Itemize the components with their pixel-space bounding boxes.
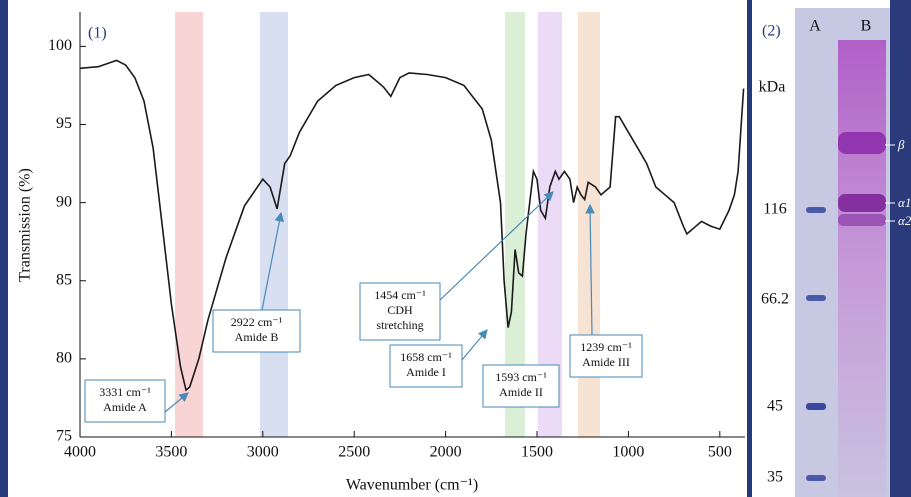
annotation-text: stretching (376, 318, 423, 332)
x-tick-label: 1000 (612, 444, 644, 461)
x-tick-label: 2500 (338, 444, 370, 461)
y-tick-label: 95 (56, 115, 72, 132)
x-tick-label: 4000 (64, 444, 96, 461)
band (175, 12, 203, 437)
gel-panel-label: (2) (762, 23, 781, 40)
annotation-text: 1239 cm⁻¹ (580, 340, 632, 354)
marker-label: 45 (767, 398, 783, 415)
x-tick-label: 500 (708, 444, 732, 461)
annotation-text: 3331 cm⁻¹ (99, 385, 151, 399)
marker-label: 35 (767, 469, 783, 486)
gel-band (838, 132, 886, 154)
marker-label: 66.2 (761, 291, 789, 308)
marker-label: 116 (763, 201, 786, 218)
lane-label: B (861, 18, 872, 35)
annotation-text: Amide III (582, 355, 630, 369)
annotation-text: Amide I (406, 365, 446, 379)
annotation-text: Amide II (499, 385, 543, 399)
band-label: α2 (898, 213, 911, 228)
annotation-text: CDH (387, 303, 413, 317)
x-tick-label: 3000 (247, 444, 279, 461)
gel-band (838, 194, 886, 212)
y-tick-label: 90 (56, 193, 72, 210)
y-tick-label: 80 (56, 350, 72, 367)
gel-band (838, 214, 886, 226)
gel-band (806, 207, 826, 213)
lane-label: A (809, 18, 821, 35)
annotation-arrow (440, 192, 553, 300)
annotation-text: Amide B (235, 330, 279, 344)
annotation-text: Amide A (103, 400, 147, 414)
annotation-text: 1658 cm⁻¹ (400, 350, 452, 364)
y-tick-label: 75 (56, 428, 72, 445)
annotation-text: 1454 cm⁻¹ (374, 288, 426, 302)
panel-label: (1) (88, 25, 107, 42)
gel-band (806, 295, 826, 301)
x-tick-label: 2000 (430, 444, 462, 461)
band (260, 12, 288, 437)
x-tick-label: 3500 (155, 444, 187, 461)
band-label: α1 (898, 195, 911, 210)
annotation-text: 2922 cm⁻¹ (231, 315, 283, 329)
border-strip (890, 0, 911, 497)
annotation-text: 1593 cm⁻¹ (495, 370, 547, 384)
border-strip (747, 0, 752, 497)
annotation-arrow (462, 330, 487, 360)
gel-band (806, 403, 826, 410)
gel-lane (838, 40, 886, 497)
x-axis-label: Wavenumber (cm⁻¹) (346, 477, 478, 494)
y-tick-label: 100 (48, 37, 72, 54)
y-axis-label: Transmission (%) (17, 168, 34, 282)
y-tick-label: 85 (56, 271, 72, 288)
unit-label: kDa (759, 79, 786, 96)
x-tick-label: 1500 (521, 444, 553, 461)
border-strip (0, 0, 8, 497)
gel-band (806, 475, 826, 481)
band-label: β (897, 137, 905, 152)
figure: (1) Wavenumber (cm⁻¹) Transmission (%) (… (0, 0, 911, 497)
